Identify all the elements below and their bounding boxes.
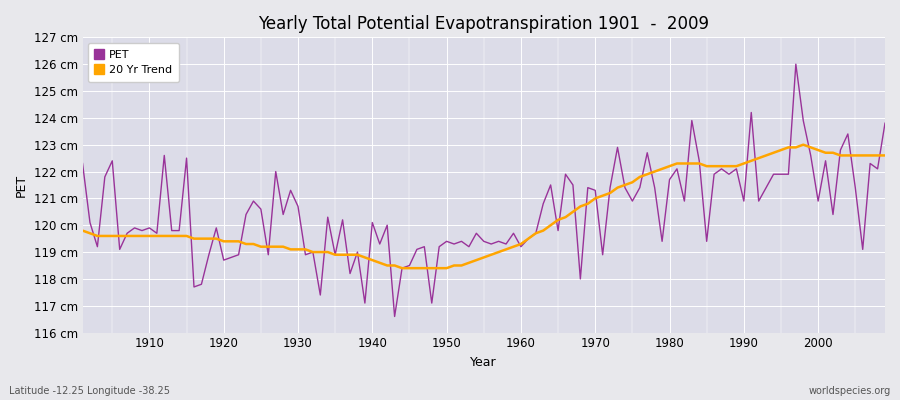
Legend: PET, 20 Yr Trend: PET, 20 Yr Trend: [88, 43, 179, 82]
Text: worldspecies.org: worldspecies.org: [809, 386, 891, 396]
Text: Latitude -12.25 Longitude -38.25: Latitude -12.25 Longitude -38.25: [9, 386, 170, 396]
X-axis label: Year: Year: [471, 356, 497, 369]
Y-axis label: PET: PET: [15, 173, 28, 196]
Title: Yearly Total Potential Evapotranspiration 1901  -  2009: Yearly Total Potential Evapotranspiratio…: [258, 15, 709, 33]
